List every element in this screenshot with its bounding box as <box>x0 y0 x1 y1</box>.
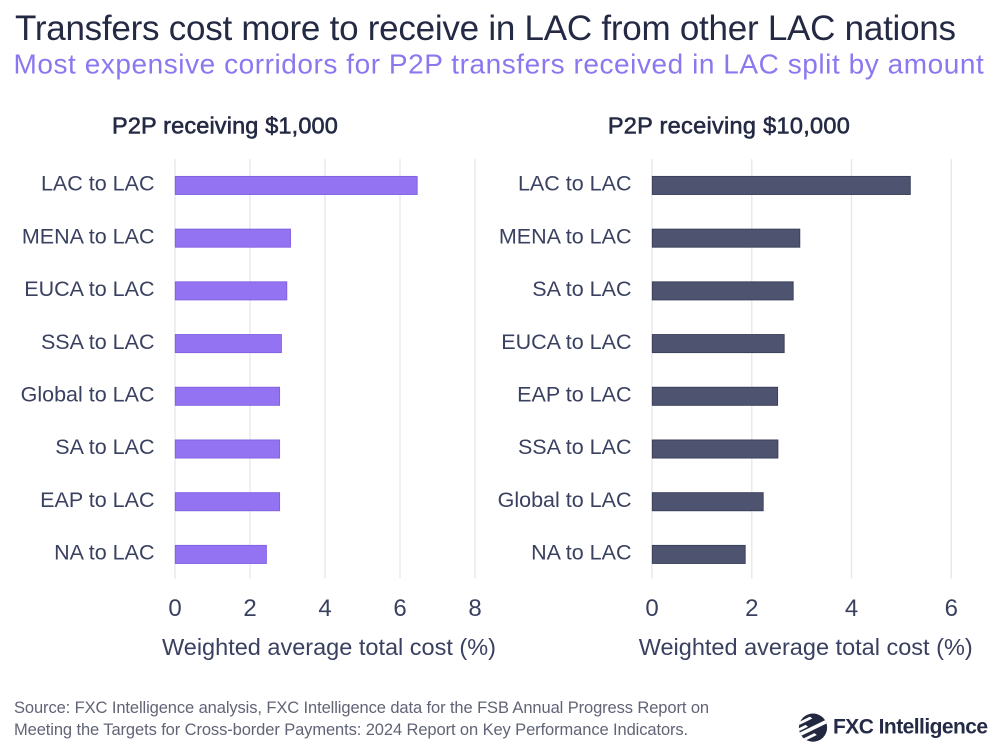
svg-text:LAC to LAC: LAC to LAC <box>41 172 155 196</box>
svg-text:Source: FXC Intelligence analy: Source: FXC Intelligence analysis, FXC I… <box>14 699 709 717</box>
svg-text:EAP to LAC: EAP to LAC <box>40 488 154 512</box>
svg-text:MENA to LAC: MENA to LAC <box>22 224 155 248</box>
svg-text:Weighted average total cost (%: Weighted average total cost (%) <box>162 634 496 660</box>
svg-text:EUCA to LAC: EUCA to LAC <box>501 330 631 354</box>
svg-text:EAP to LAC: EAP to LAC <box>517 383 631 407</box>
svg-text:SSA to LAC: SSA to LAC <box>518 435 632 459</box>
svg-text:SA to LAC: SA to LAC <box>532 277 631 301</box>
svg-text:Most expensive corridors for P: Most expensive corridors for P2P transfe… <box>14 48 985 79</box>
svg-text:SSA to LAC: SSA to LAC <box>41 330 155 354</box>
svg-text:EUCA to LAC: EUCA to LAC <box>24 277 154 301</box>
svg-text:2: 2 <box>243 595 256 622</box>
svg-text:FXC Intelligence: FXC Intelligence <box>833 716 988 739</box>
svg-text:8: 8 <box>468 595 481 622</box>
svg-text:P2P receiving $10,000: P2P receiving $10,000 <box>608 113 850 139</box>
svg-text:0: 0 <box>645 595 658 622</box>
svg-text:6: 6 <box>393 595 406 622</box>
svg-text:SA to LAC: SA to LAC <box>55 435 154 459</box>
svg-text:Global to LAC: Global to LAC <box>21 383 155 407</box>
svg-text:NA to LAC: NA to LAC <box>531 541 631 565</box>
svg-text:4: 4 <box>318 595 331 622</box>
svg-text:Transfers cost more to receive: Transfers cost more to receive in LAC fr… <box>15 9 956 48</box>
svg-text:6: 6 <box>945 595 958 622</box>
svg-text:0: 0 <box>168 595 181 622</box>
svg-text:P2P receiving $1,000: P2P receiving $1,000 <box>112 113 338 139</box>
svg-text:Weighted average total cost (%: Weighted average total cost (%) <box>639 634 973 660</box>
svg-text:Meeting the Targets for Cross-: Meeting the Targets for Cross-border Pay… <box>14 721 688 739</box>
svg-text:Global to LAC: Global to LAC <box>498 488 632 512</box>
svg-text:LAC to LAC: LAC to LAC <box>518 172 632 196</box>
svg-text:2: 2 <box>745 595 758 622</box>
svg-text:4: 4 <box>845 595 858 622</box>
svg-text:MENA to LAC: MENA to LAC <box>499 224 632 248</box>
svg-text:NA to LAC: NA to LAC <box>54 541 154 565</box>
